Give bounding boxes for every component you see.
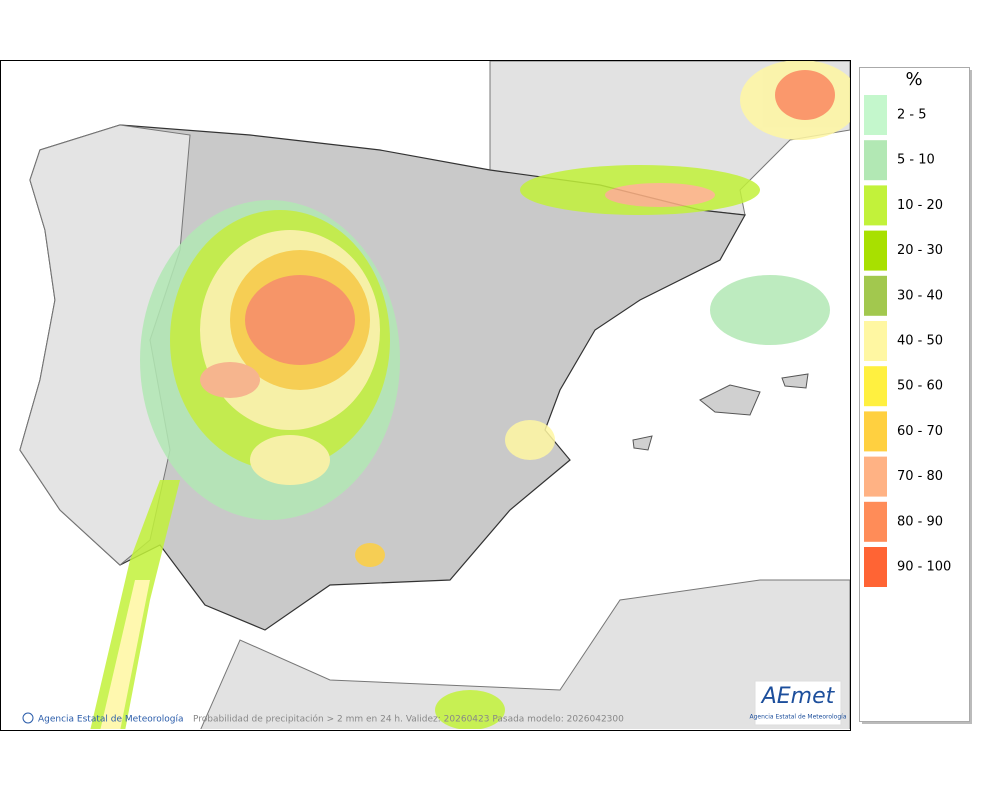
legend-label: 5 - 10 — [897, 153, 935, 168]
legend-label: 70 - 80 — [897, 469, 943, 484]
legend-label: 2 - 5 — [897, 108, 927, 123]
legend-label: 40 - 50 — [897, 334, 943, 349]
legend-label: 20 - 30 — [897, 243, 943, 258]
logo-box — [754, 680, 842, 726]
legend-swatch — [864, 185, 887, 226]
legend-label: 60 - 70 — [897, 424, 943, 439]
menorca — [781, 373, 809, 389]
legend-swatch — [864, 366, 887, 407]
legend-label: 50 - 60 — [897, 379, 943, 394]
legend-swatch — [864, 501, 887, 542]
legend-swatch — [864, 547, 887, 587]
legend-label: 90 - 100 — [897, 560, 951, 575]
north-africa — [200, 579, 850, 729]
footer-credit: Agencia Estatal de Meteorología — [38, 715, 184, 725]
precipitation-field — [90, 61, 850, 729]
legend-swatch — [864, 95, 887, 135]
legend-items: 2 - 5 5 - 10 10 - 20 20 - 30 30 - 40 40 - 50 5… — [864, 95, 951, 587]
logo: AEmet — [760, 684, 836, 709]
legend-swatch — [864, 275, 887, 316]
ibiza — [632, 435, 653, 451]
logo-subtitle: Agencia Estatal de Meteorología — [750, 714, 847, 721]
legend-title: % — [905, 69, 922, 90]
legend-label: 10 - 20 — [897, 198, 943, 213]
legend-swatch — [864, 230, 887, 271]
legend-swatch — [864, 411, 887, 452]
legend-label: 80 - 90 — [897, 514, 943, 529]
portugal — [19, 124, 191, 566]
legend-swatch — [864, 321, 887, 361]
legend-swatch — [864, 140, 887, 181]
mallorca — [699, 384, 761, 416]
copyright-icon — [22, 712, 34, 724]
legend-swatch — [864, 456, 887, 497]
map-layer — [19, 61, 850, 729]
legend-label: 30 - 40 — [897, 288, 943, 303]
footer-caption: Probabilidad de precipitación > 2 mm en … — [193, 714, 624, 725]
